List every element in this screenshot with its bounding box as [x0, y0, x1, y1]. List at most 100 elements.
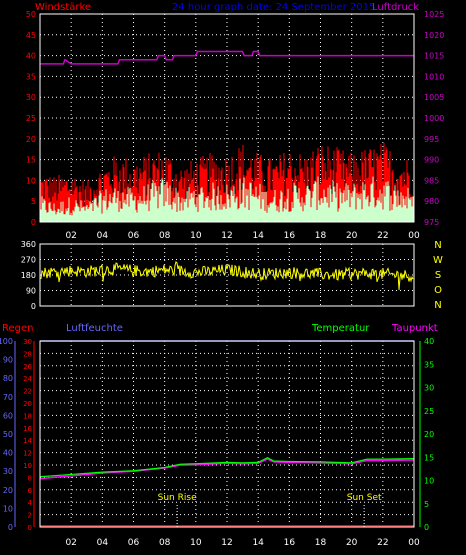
rain-y-tick-label: 12 [23, 450, 32, 458]
temp-x-tick-label: 22 [377, 538, 388, 548]
humidity-y-tick-label: 90 [3, 356, 13, 365]
wind-x-tick-label: 20 [346, 231, 358, 241]
rain-y-tick-label: 2 [28, 512, 32, 520]
rain-y-tick-label: 14 [23, 437, 32, 445]
pressure-y-tick-label: 975 [424, 218, 439, 227]
wind-x-tick-label: 14 [252, 231, 264, 241]
direction-y-tick-label: 360 [21, 240, 36, 249]
rain-y-tick-label: 30 [23, 338, 32, 346]
rain-y-tick-label: 26 [23, 363, 32, 371]
pressure-y-tick-label: 1020 [424, 31, 444, 40]
temp-y-tick-label: 0 [424, 523, 429, 532]
rain-y-tick-label: 16 [23, 425, 32, 433]
temp-y-tick-label: 5 [424, 500, 429, 509]
sun-annotation-label: Sun Set [347, 493, 382, 503]
compass-label: N [434, 300, 441, 311]
pressure-y-tick-label: 985 [424, 176, 439, 185]
temp-x-tick-label: 10 [190, 538, 202, 548]
rain-y-tick-label: 8 [28, 474, 32, 482]
wind-direction-line [40, 260, 414, 290]
rain-y-tick-label: 0 [28, 524, 32, 532]
temperature-axis-label: Temperatur [311, 323, 370, 334]
pressure-y-tick-label: 1005 [424, 93, 444, 102]
pressure-y-tick-label: 1000 [424, 114, 444, 123]
wind-y-tick-label: 40 [26, 52, 36, 61]
wind-x-tick-label: 18 [315, 231, 327, 241]
temp-x-tick-label: 04 [97, 538, 109, 548]
wind-frame [39, 13, 415, 223]
wind-y-tick-label: 45 [26, 31, 36, 40]
humidity-y-tick-label: 100 [0, 337, 13, 346]
rain-y-tick-label: 24 [23, 375, 32, 383]
pressure-y-tick-label: 995 [424, 135, 439, 144]
rain-y-tick-label: 10 [23, 462, 32, 470]
wind-y-tick-label: 0 [31, 218, 36, 227]
rain-y-tick-label: 6 [28, 487, 33, 495]
humidity-axis-label: Luftfeuchte [66, 323, 123, 334]
humidity-y-tick-label: 40 [3, 449, 13, 458]
rain-y-tick-label: 4 [28, 499, 33, 507]
rain-y-tick-label: 28 [23, 350, 32, 358]
wind-x-tick-label: 04 [97, 231, 109, 241]
wind-x-tick-label: 16 [284, 231, 296, 241]
humidity-y-tick-label: 30 [3, 467, 13, 476]
wind-x-tick-label: 02 [65, 231, 76, 241]
temp-x-tick-label: 12 [221, 538, 232, 548]
temp-x-tick-label: 16 [284, 538, 296, 548]
direction-y-tick-label: 90 [26, 287, 36, 296]
temp-y-tick-label: 40 [424, 337, 434, 346]
pressure-y-tick-label: 1010 [424, 72, 444, 81]
wind-y-tick-label: 20 [26, 135, 36, 144]
wind-y-tick-label: 10 [26, 176, 36, 185]
humidity-y-tick-label: 70 [3, 393, 13, 402]
pressure-y-tick-label: 980 [424, 197, 439, 206]
temp-x-tick-label: 06 [128, 538, 140, 548]
direction-y-tick-label: 270 [21, 256, 36, 265]
wind-x-tick-label: 06 [128, 231, 140, 241]
compass-label: O [434, 285, 442, 296]
temp-y-tick-label: 30 [424, 384, 434, 393]
pressure-y-tick-label: 1025 [424, 10, 444, 19]
wind-y-tick-label: 30 [26, 93, 36, 102]
wind-axis-label: Windstärke [35, 2, 91, 13]
wind-y-tick-label: 35 [26, 72, 36, 81]
sun-annotation-label: Sun Rise [158, 493, 197, 503]
temp-x-tick-label: 02 [65, 538, 76, 548]
rain-y-tick-label: 22 [23, 388, 32, 396]
wind-y-tick-label: 25 [26, 114, 36, 123]
pressure-y-tick-label: 1015 [424, 52, 444, 61]
pressure-y-tick-label: 990 [424, 156, 439, 165]
wind-x-tick-label: 10 [190, 231, 202, 241]
pressure-axis-label: Luftdruck [372, 2, 419, 13]
temp-x-tick-label: 08 [159, 538, 171, 548]
rain-y-tick-label: 18 [23, 412, 32, 420]
dewpoint-axis-label: Taupunkt [391, 323, 438, 334]
humidity-y-tick-label: 0 [8, 523, 13, 532]
direction-y-tick-label: 180 [21, 271, 36, 280]
wind-x-tick-label: 22 [377, 231, 388, 241]
temp-x-tick-label: 00 [408, 538, 420, 548]
rain-axis-label: Regen [2, 323, 34, 334]
compass-label: W [433, 255, 443, 266]
wind-x-tick-label: 12 [221, 231, 232, 241]
temperature-line [39, 457, 415, 478]
compass-label: N [434, 240, 441, 251]
temp-x-tick-label: 20 [346, 538, 358, 548]
wind-y-tick-label: 15 [26, 156, 36, 165]
humidity-y-tick-label: 80 [3, 374, 13, 383]
direction-frame [39, 243, 415, 307]
temp-y-tick-label: 15 [424, 453, 434, 462]
temp-y-tick-label: 10 [424, 477, 434, 486]
chart-title: 24 hour graph date: 24 September 2015 [172, 2, 375, 13]
temp-frame [39, 340, 415, 528]
temp-y-tick-label: 35 [424, 360, 434, 369]
humidity-y-tick-label: 60 [3, 411, 13, 420]
humidity-y-tick-label: 10 [3, 504, 13, 513]
humidity-y-tick-label: 20 [3, 486, 13, 495]
temp-x-tick-label: 18 [315, 538, 327, 548]
humidity-y-tick-label: 50 [3, 430, 13, 439]
wind-y-tick-label: 5 [31, 197, 36, 206]
